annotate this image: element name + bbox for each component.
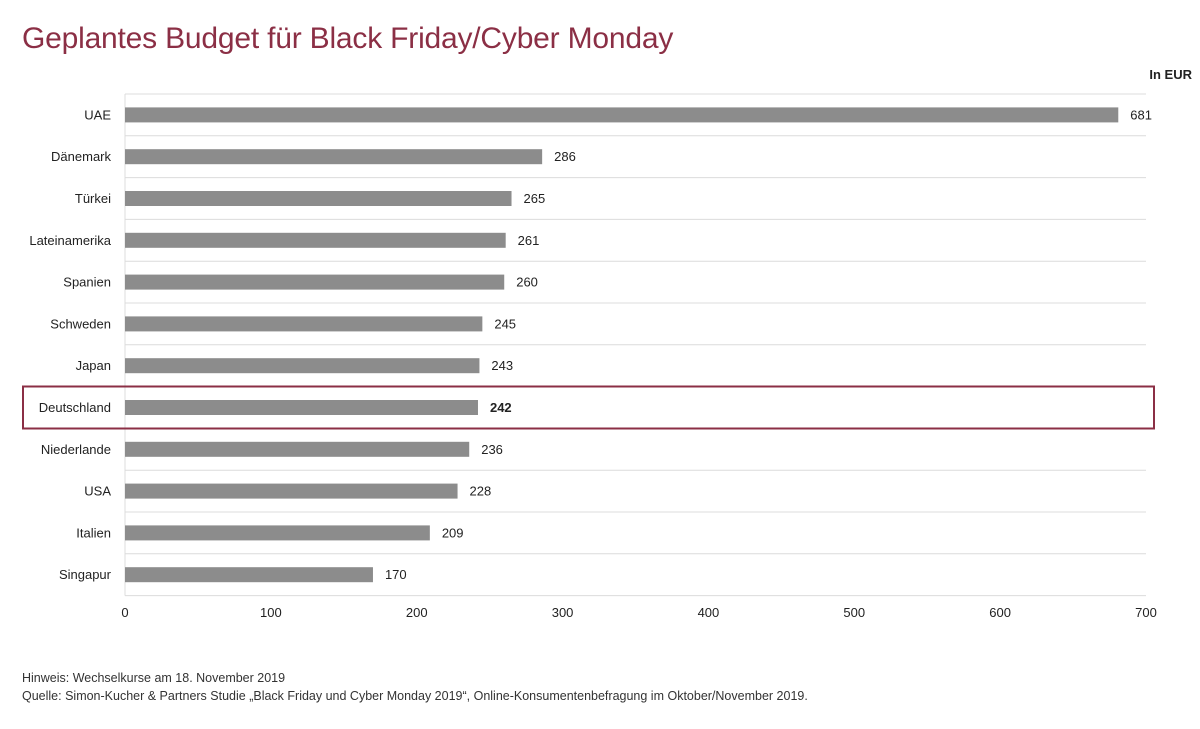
category-label-singapur: Singapur — [59, 567, 112, 582]
bar-niederlande — [125, 441, 470, 457]
value-label-türkei: 265 — [524, 191, 546, 206]
row-separators — [124, 93, 1146, 597]
bar-italien — [125, 525, 430, 541]
category-label-schweden: Schweden — [50, 316, 111, 331]
value-label-schweden: 245 — [494, 316, 516, 331]
bars — [125, 107, 1119, 583]
category-label-niederlande: Niederlande — [41, 442, 111, 457]
source-note: Quelle: Simon-Kucher & Partners Studie „… — [22, 689, 808, 703]
category-label-spanien: Spanien — [63, 275, 111, 290]
x-tick-label: 600 — [989, 605, 1011, 620]
bar-spanien — [125, 274, 505, 290]
category-label-italien: Italien — [76, 525, 111, 540]
value-label-spanien: 260 — [516, 275, 538, 290]
bar-chart: UAE Dänemark Türkei Lateinamerika Spanien Sch… — [22, 93, 1157, 620]
unit-label: In EUR — [1149, 67, 1192, 82]
x-tick-label: 300 — [552, 605, 574, 620]
value-label-usa: 228 — [470, 484, 492, 499]
x-tick-label: 200 — [406, 605, 428, 620]
category-label-lateinamerika: Lateinamerika — [29, 233, 111, 248]
value-label-niederlande: 236 — [481, 442, 503, 457]
bar-schweden — [125, 316, 483, 332]
x-tick-label: 0 — [121, 605, 128, 620]
category-labels: UAE Dänemark Türkei Lateinamerika Spanien Sch… — [29, 107, 111, 582]
category-label-türkei: Türkei — [75, 191, 111, 206]
x-tick-label: 700 — [1135, 605, 1157, 620]
bar-lateinamerika — [125, 232, 506, 248]
category-label-dänemark: Dänemark — [51, 149, 111, 164]
x-tick-label: 500 — [843, 605, 865, 620]
value-label-italien: 209 — [442, 525, 464, 540]
bar-singapur — [125, 567, 373, 583]
bar-dänemark — [125, 149, 543, 165]
category-label-uae: UAE — [84, 107, 111, 122]
exchange-rate-note: Hinweis: Wechselkurse am 18. November 20… — [22, 671, 286, 685]
category-label-deutschland: Deutschland — [39, 400, 111, 415]
bar-uae — [125, 107, 1119, 123]
x-tick-label: 100 — [260, 605, 282, 620]
highlight-box — [22, 385, 1155, 430]
bar-türkei — [125, 191, 512, 206]
chart-title: Geplantes Budget für Black Friday/Cyber … — [22, 22, 674, 55]
value-label-singapur: 170 — [385, 567, 407, 582]
value-label-lateinamerika: 261 — [518, 233, 540, 248]
value-labels: 681 286 265 261 260 245 243 242 236 228 209 170 — [385, 107, 1152, 582]
highlight-box-deutschland — [22, 385, 1155, 430]
bar-deutschland — [125, 400, 478, 415]
value-label-dänemark: 286 — [554, 149, 576, 164]
x-axis: 0 100 200 300 400 500 600 700 — [121, 605, 1156, 620]
value-label-deutschland: 242 — [490, 400, 512, 415]
value-label-japan: 243 — [491, 358, 513, 373]
bar-usa — [125, 483, 458, 499]
x-tick-label: 400 — [698, 605, 720, 620]
category-label-usa: USA — [84, 484, 111, 499]
category-label-japan: Japan — [76, 358, 111, 373]
bar-japan — [125, 358, 480, 374]
value-label-uae: 681 — [1130, 107, 1152, 122]
